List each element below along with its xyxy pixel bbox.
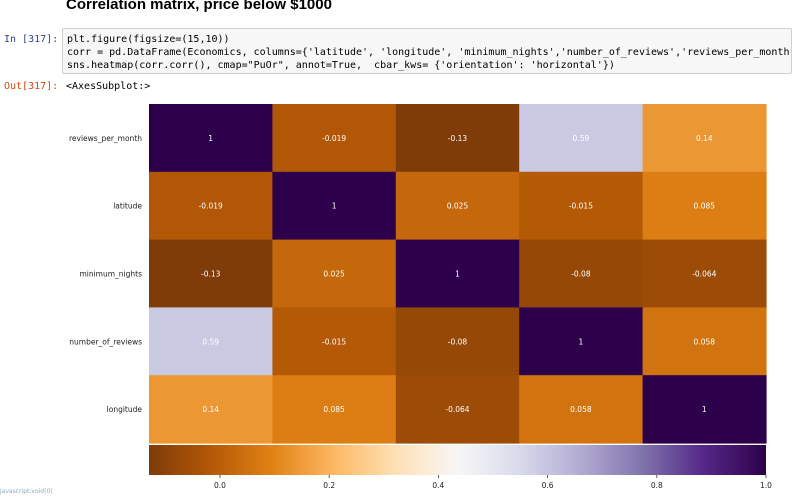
- status-bar-text: Javascript:void(0): [0, 488, 53, 495]
- cell-annotation: 0.14: [696, 134, 713, 143]
- heatmap-cell: [272, 375, 397, 444]
- heatmap-cell: [519, 171, 644, 241]
- heatmap-cell: [395, 307, 520, 376]
- output-text: <AxesSubplot:>: [66, 81, 151, 92]
- cell-annotation: -0.019: [322, 134, 346, 143]
- colorbar-tick-label: 0.6: [542, 481, 554, 490]
- cell-annotation: -0.019: [199, 202, 223, 211]
- code-line-1: plt.figure(figsize=(15,10)): [67, 34, 230, 45]
- cell-annotation: 0.058: [694, 337, 716, 346]
- cell-annotation: -0.015: [569, 202, 593, 211]
- cell-annotation: -0.08: [571, 270, 591, 279]
- heatmap-cell: [642, 171, 767, 241]
- cell-annotation: -0.064: [445, 405, 469, 414]
- heatmap-cell: [642, 104, 767, 173]
- heatmap-cell: [149, 307, 273, 376]
- code-line-2: corr = pd.DataFrame(Economics, columns={…: [67, 47, 792, 58]
- y-tick-labels: reviews_per_month latitude minimum_nightsn…: [69, 134, 142, 414]
- cell-annotation: 1: [208, 134, 213, 143]
- cell-annotation: 0.085: [323, 405, 345, 414]
- cell-annotation: 1: [455, 270, 460, 279]
- y-tick-label: latitude: [113, 202, 142, 211]
- heatmap-cell: [272, 239, 397, 308]
- heatmap-cell: [149, 104, 273, 173]
- heatmap-cell: [519, 104, 644, 173]
- colorbar-tick-label: 1.0: [760, 481, 772, 490]
- heatmap-cell: [272, 307, 397, 376]
- heatmap-cell: [642, 307, 767, 376]
- cell-annotation: -0.13: [201, 270, 221, 279]
- heatmap-cell: [642, 239, 767, 308]
- colorbar-tick-label: 0.8: [651, 481, 663, 490]
- cell-annotation: 0.058: [570, 405, 592, 414]
- colorbar-ticks: 0.0 0.2 0.4 0.6 0.8 1.0: [214, 475, 772, 490]
- heatmap-cell: [395, 104, 520, 173]
- heatmap-cell: [519, 239, 644, 308]
- output-prompt: Out[317]:: [4, 81, 59, 92]
- code-cell[interactable]: plt.figure(figsize=(15,10)) corr = pd.Da…: [62, 28, 792, 74]
- heatmap-cell: [149, 171, 273, 241]
- cell-annotation: -0.08: [448, 337, 468, 346]
- heatmap-cell: [519, 307, 644, 376]
- y-tick-label: number_of_reviews: [69, 337, 142, 346]
- heatmap-cell: [272, 104, 397, 173]
- cell-annotation: 0.025: [447, 202, 469, 211]
- cell-annotation: -0.064: [692, 270, 716, 279]
- heatmap-annotations: 1 -0.019 -0.13 0.59 0.14 -0.019 1 0.025 -0.015 0.…: [199, 134, 717, 414]
- colorbar-tick-label: 0.0: [214, 481, 226, 490]
- cell-annotation: 0.59: [573, 134, 590, 143]
- heatmap-cell: [272, 171, 397, 241]
- heatmap-cell: [395, 171, 520, 241]
- cell-annotation: 0.14: [202, 405, 219, 414]
- cell-annotation: 1: [332, 202, 337, 211]
- cell-annotation: -0.015: [322, 337, 346, 346]
- notebook-heading: Correlation matrix, price below $1000: [66, 0, 332, 13]
- y-tick-label: longitude: [107, 405, 143, 414]
- colorbar-tick-label: 0.4: [432, 481, 444, 490]
- heatmap-cell: [519, 375, 644, 444]
- heatmap-cell: [395, 375, 520, 444]
- heatmap-cell: [149, 239, 273, 308]
- heatmap-cell: [149, 375, 273, 444]
- cell-annotation: -0.13: [448, 134, 468, 143]
- colorbar-tick-label: 0.2: [323, 481, 335, 490]
- heatmap-cell: [642, 375, 767, 444]
- code-line-3: sns.heatmap(corr.corr(), cmap="PuOr", an…: [67, 60, 615, 71]
- cell-annotation: 0.085: [694, 202, 716, 211]
- heatmap-cells: [149, 104, 767, 444]
- input-prompt: In [317]:: [4, 34, 59, 45]
- cell-annotation: 1: [702, 405, 707, 414]
- cell-annotation: 1: [579, 337, 584, 346]
- cell-annotation: 0.025: [323, 270, 345, 279]
- cell-annotation: 0.59: [202, 337, 219, 346]
- heatmap-cell: [395, 239, 520, 308]
- y-tick-label: reviews_per_month: [69, 134, 142, 143]
- y-tick-label: minimum_nights: [79, 270, 142, 279]
- colorbar: [149, 445, 766, 475]
